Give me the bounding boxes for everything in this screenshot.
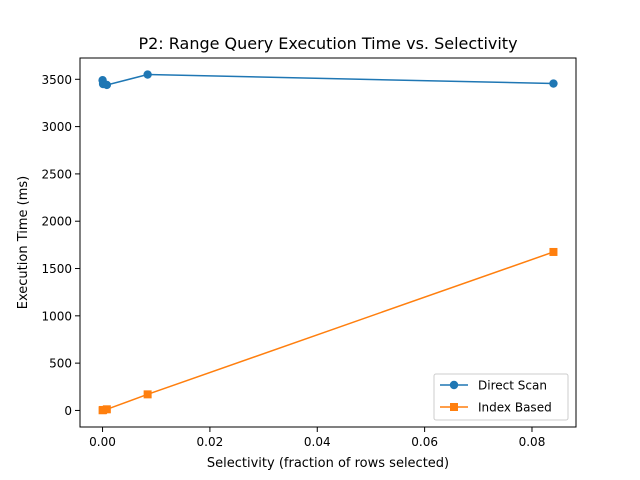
- x-axis-label: Selectivity (fraction of rows selected): [207, 456, 449, 471]
- series-line-direct-scan: [101, 73, 554, 86]
- data-point-index-based: [143, 390, 152, 399]
- x-tick-label: 0.06: [411, 435, 438, 449]
- data-point-index-based: [102, 405, 111, 414]
- x-tick-label: 0.00: [89, 435, 116, 449]
- legend-label-index-based: Index Based: [478, 401, 552, 415]
- x-tick-label: 0.04: [304, 435, 331, 449]
- y-tick-label: 1000: [41, 309, 72, 323]
- y-tick-label: 2500: [41, 167, 72, 181]
- y-tick-label: 0: [64, 404, 72, 418]
- y-tick-label: 3000: [41, 120, 72, 134]
- data-point-index-based: [549, 247, 558, 256]
- y-axis: 0 500 1000 1500 2000 2500 3000 3500: [41, 73, 80, 418]
- y-tick-label: 3500: [41, 73, 72, 87]
- data-point-direct-scan: [549, 79, 558, 88]
- legend: Direct Scan Index Based: [433, 373, 569, 421]
- legend-label-direct-scan: Direct Scan: [478, 379, 547, 393]
- y-tick-label: 1500: [41, 262, 72, 276]
- x-axis: 0.00 0.02 0.04 0.06 0.08: [89, 427, 545, 449]
- y-tick-label: 500: [49, 357, 72, 371]
- y-tick-label: 2000: [41, 215, 72, 229]
- data-point-direct-scan: [143, 70, 152, 79]
- plot-area: [98, 70, 558, 415]
- legend-marker-index-based: [450, 403, 458, 411]
- y-axis-label: Execution Time (ms): [16, 176, 31, 309]
- legend-marker-direct-scan: [449, 380, 459, 390]
- plot-frame: [79, 57, 577, 428]
- x-tick-label: 0.02: [197, 435, 224, 449]
- data-point-direct-scan: [102, 80, 112, 90]
- chart-title: P2: Range Query Execution Time vs. Selec…: [138, 34, 517, 53]
- x-tick-label: 0.08: [519, 435, 546, 449]
